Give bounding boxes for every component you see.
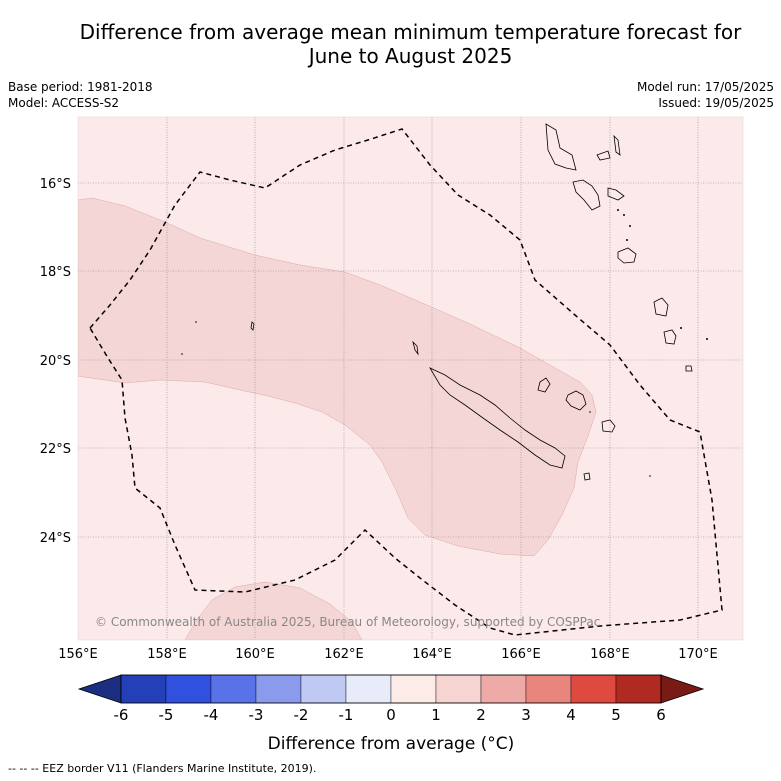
colorbar-swatch (345, 674, 392, 704)
colorbar-tick-5: 5 (611, 706, 621, 724)
chesterfield-reef (250, 321, 255, 331)
colorbar-outline (120, 674, 662, 704)
title-line-1: Difference from average mean minimum tem… (79, 20, 742, 44)
colorbar-swatch (300, 674, 347, 704)
mare-island (601, 419, 616, 433)
colorbar-tick-6: 6 (656, 706, 666, 724)
colorbar-swatch (570, 674, 617, 704)
colorbar-high-extension (660, 674, 705, 704)
latitude-labels: 16°S 18°S 20°S 22°S 24°S (40, 177, 71, 546)
colorbar-tick-minus1: -1 (339, 706, 354, 724)
colorbar-swatch (165, 674, 212, 704)
lon-label-166e: 166°E (501, 647, 541, 662)
anomaly-region-main (78, 197, 597, 557)
malekula-island (572, 179, 601, 211)
lat-label-24s: 24°S (40, 531, 71, 546)
tanna-island (663, 329, 677, 345)
belep-island (412, 340, 419, 356)
colorbar-tick-minus2: -2 (294, 706, 309, 724)
lon-label-156e: 156°E (58, 647, 98, 662)
colorbar-tick-minus6: -6 (114, 706, 129, 724)
meta-right: Model run: 17/05/2025 Issued: 19/05/2025 (637, 79, 774, 111)
colorbar-tick-minus3: -3 (249, 706, 264, 724)
lifou-island (565, 390, 587, 411)
ambae-island (596, 150, 611, 161)
copyright-text: © Commonwealth of Australia 2025, Bureau… (95, 615, 600, 629)
colorbar-tick-2: 2 (476, 706, 486, 724)
maewo-island (613, 134, 621, 156)
colorbar-swatches (120, 674, 662, 704)
map-frame (77, 116, 744, 641)
lat-label-22s: 22°S (40, 442, 71, 457)
colorbar-swatch (255, 674, 302, 704)
colorbar-swatch (615, 674, 662, 704)
meta-left: Base period: 1981-2018 Model: ACCESS-S2 (8, 79, 153, 111)
longitude-labels: 156°E 158°E 160°E 162°E 164°E 166°E 168°… (58, 647, 718, 662)
lon-label-162e: 162°E (324, 647, 364, 662)
colorbar-tick-1: 1 (431, 706, 441, 724)
model-name: Model: ACCESS-S2 (8, 96, 120, 110)
new-caledonia-coast (429, 367, 566, 469)
colorbar-label: Difference from average (°C) (268, 734, 515, 754)
colorbar-swatch (390, 674, 437, 704)
colorbar-swatch (480, 674, 527, 704)
lon-label-164e: 164°E (412, 647, 452, 662)
base-period: Base period: 1981-2018 (8, 80, 153, 94)
colorbar-swatch (210, 674, 257, 704)
model-run: Model run: 17/05/2025 (636, 80, 774, 94)
title-line-2: June to August 2025 (308, 44, 513, 68)
colorbar-tick-minus4: -4 (204, 706, 219, 724)
aneityum-island (685, 365, 693, 372)
eez-border (89, 128, 723, 636)
lon-label-168e: 168°E (590, 647, 630, 662)
espiritu-santo (545, 123, 577, 171)
colorbar: -6 -5 -4 -3 -2 -1 0 1 2 3 4 5 6 Differen… (77, 674, 705, 754)
pentecost-island (607, 187, 625, 201)
gridlines (78, 117, 743, 640)
lon-label-160e: 160°E (235, 647, 275, 662)
lat-label-18s: 18°S (40, 265, 71, 280)
efate-island (617, 247, 637, 264)
erromango-island (653, 297, 669, 317)
coastlines (250, 123, 693, 481)
anomaly-region-south (184, 581, 363, 640)
colorbar-tick-minus5: -5 (159, 706, 174, 724)
lat-label-16s: 16°S (40, 177, 71, 192)
isle-of-pines (583, 472, 591, 481)
lon-label-158e: 158°E (147, 647, 187, 662)
ouvea-island (537, 377, 551, 393)
colorbar-swatch (525, 674, 572, 704)
small-islands (181, 209, 708, 477)
eez-legend: -- -- -- EEZ border V11 (Flanders Marine… (8, 762, 317, 775)
colorbar-low-extension (77, 674, 122, 704)
lon-label-170e: 170°E (678, 647, 718, 662)
issued-date: Issued: 19/05/2025 (658, 96, 774, 110)
map-title: Difference from average mean minimum tem… (40, 20, 781, 68)
colorbar-tick-4: 4 (566, 706, 576, 724)
lat-label-20s: 20°S (40, 354, 71, 369)
colorbar-tick-0: 0 (386, 706, 396, 724)
colorbar-swatch (435, 674, 482, 704)
colorbar-tick-3: 3 (521, 706, 531, 724)
colorbar-swatch (120, 674, 167, 704)
